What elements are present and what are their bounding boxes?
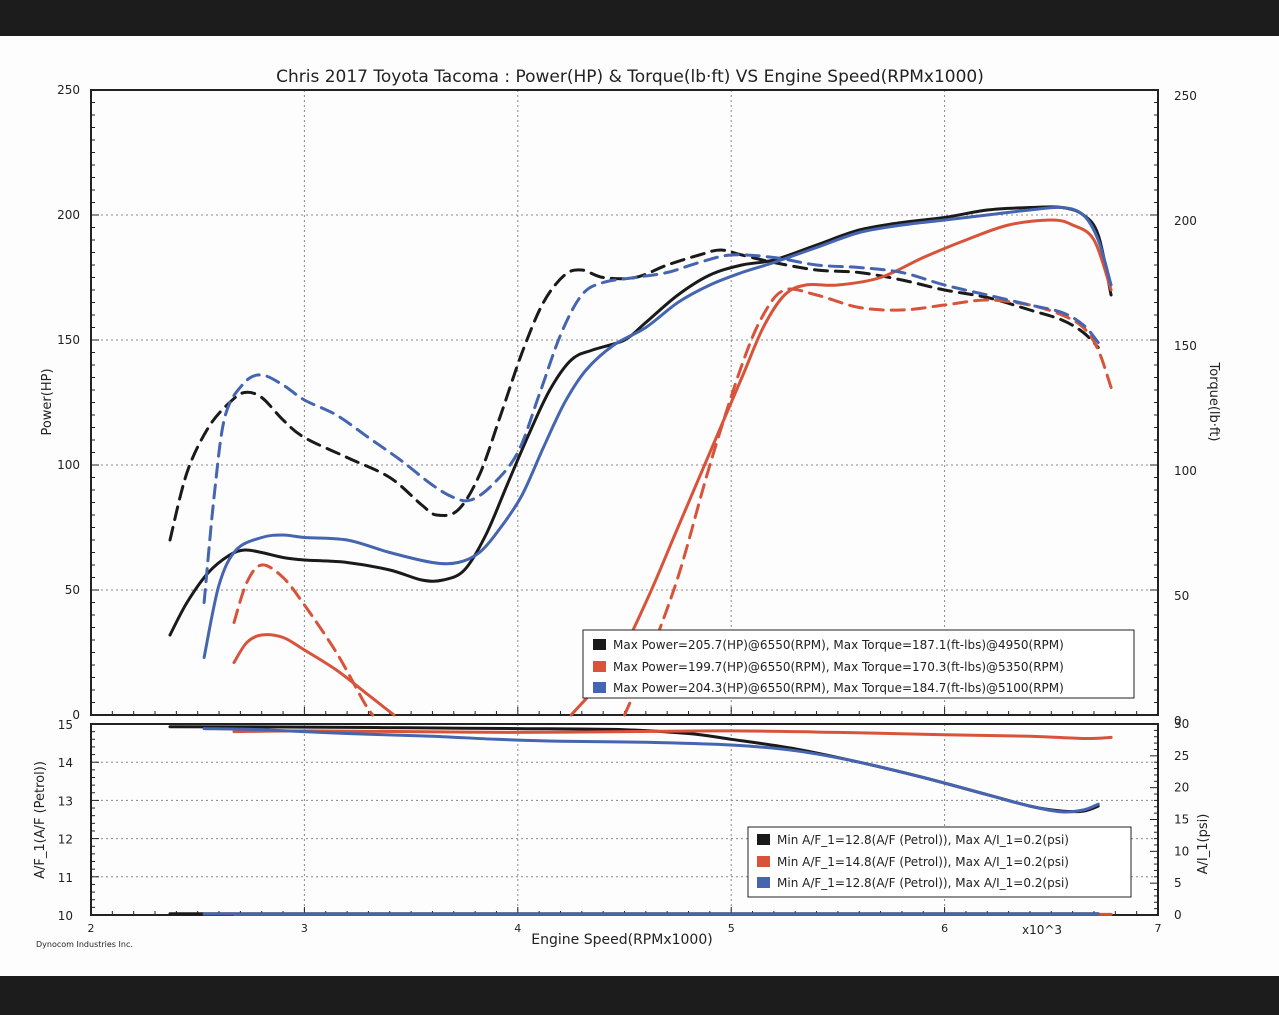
x-tick-label: 3 [301,922,308,935]
torque-axis-title: Torque(lb·ft) [1206,362,1221,442]
series-run-2-power-solid [569,218,1113,717]
ai-tick-label: 20 [1174,781,1189,795]
power-tick-label: 100 [57,458,80,472]
top-legend: Max Power=205.7(HP)@6550(RPM), Max Torqu… [582,629,1135,699]
series-run-2-torque-dashed [623,287,1113,717]
x-tick-label: 4 [514,922,521,935]
series-run-2-af [232,729,1113,741]
ai-tick-label: 10 [1174,844,1189,858]
series-run-3-power-solid [202,205,1113,659]
dyno-chart: Chris 2017 Toyota Tacoma : Power(HP) & T… [33,67,1221,949]
af-tick-label: 11 [58,871,73,885]
power-axis-title: Power(HP) [40,368,55,435]
top-legend-box [582,629,1135,699]
ai-tick-label: 25 [1174,749,1189,763]
top-series [168,205,1113,717]
legend-swatch-af-run-2 [757,856,770,867]
legend-af-text-run-2: Min A/F_1=14.8(A/F (Petrol)), Max A/I_1=… [777,855,1069,869]
torque-tick-label: 50 [1174,589,1189,603]
legend-swatch-run-1 [593,639,606,650]
series-run-1-af [168,725,1100,814]
legend-af-text-run-3: Min A/F_1=12.8(A/F (Petrol)), Max A/I_1=… [777,876,1069,890]
ai-tick-label: 0 [1174,908,1182,922]
x-tick-label: 6 [941,922,948,935]
credit-text: Dynocom Industries Inc. [36,940,133,949]
series-run-2-torque-dashed [232,563,375,717]
torque-tick-label: 200 [1174,214,1197,228]
legend-swatch-af-run-3 [757,877,770,888]
ai-tick-label: 30 [1174,717,1189,731]
bottom-series [168,725,1113,916]
legend-af-text-run-1: Min A/F_1=12.8(A/F (Petrol)), Max A/I_1=… [777,833,1069,847]
ai-tick-label: 5 [1174,876,1182,890]
x-multiplier: x10^3 [1022,923,1062,937]
af-axis-title: A/F_1(A/F (Petrol)) [33,761,48,879]
torque-tick-label: 0 [1174,714,1182,728]
torque-tick-label: 100 [1174,464,1197,478]
top-grid [90,89,1159,716]
power-tick-label: 150 [57,333,80,347]
dyno-sheet: Chris 2017 Toyota Tacoma : Power(HP) & T… [0,36,1279,976]
af-tick-label: 15 [58,718,73,732]
af-tick-label: 14 [58,756,73,770]
af-tick-label: 12 [58,833,73,847]
af-tick-label: 13 [58,794,73,808]
power-tick-label: 0 [72,708,80,722]
legend-swatch-run-2 [593,661,606,672]
x-tick-label: 7 [1155,922,1162,935]
legend-swatch-run-3 [593,682,606,693]
x-tick-label: 2 [88,922,95,935]
legend-swatch-af-run-1 [757,834,770,845]
chart-title: Chris 2017 Toyota Tacoma : Power(HP) & T… [276,67,984,87]
series-run-3-af [202,727,1100,814]
x-tick-label: 5 [728,922,735,935]
torque-tick-label: 250 [1174,89,1197,103]
axis-labels: 2 3 4 5 6 70501001502002500501001502002501011… [57,83,1197,935]
series-run-1-power-solid [168,205,1113,637]
af-tick-label: 10 [58,909,73,923]
legend-text-run-2: Max Power=199.7(HP)@6550(RPM), Max Torqu… [613,660,1064,674]
series-run-2-power-solid [232,633,396,717]
ai-axis-title: A/I_1(psi) [1196,814,1211,875]
power-tick-label: 250 [57,83,80,97]
ai-tick-label: 15 [1174,813,1189,827]
torque-tick-label: 150 [1174,339,1197,353]
series-run-3-torque-dashed [202,253,1100,604]
power-tick-label: 200 [57,208,80,222]
bottom-legend: Min A/F_1=12.8(A/F (Petrol)), Max A/I_1=… [747,826,1132,898]
x-axis-title: Engine Speed(RPMx1000) [531,932,712,948]
top-plot-frame [90,89,1159,716]
legend-text-run-1: Max Power=205.7(HP)@6550(RPM), Max Torqu… [613,638,1064,652]
power-tick-label: 50 [65,583,80,597]
legend-text-run-3: Max Power=204.3(HP)@6550(RPM), Max Torqu… [613,681,1064,695]
bottom-legend-box [747,826,1132,898]
series-run-1-torque-dashed [168,248,1100,542]
